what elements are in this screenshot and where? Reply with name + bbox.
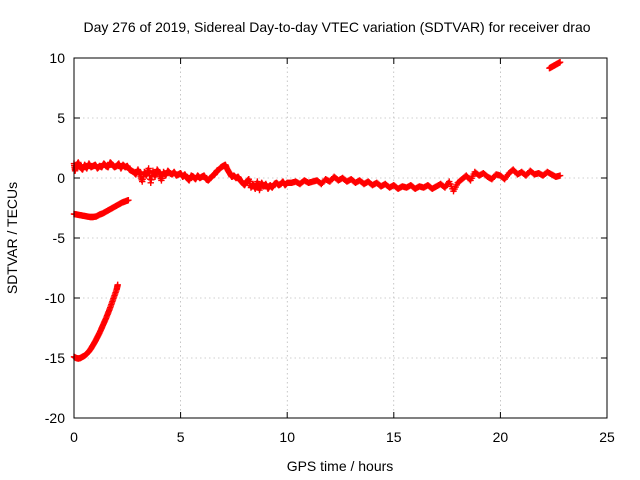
data-point	[114, 281, 121, 288]
x-tick-label: 5	[177, 429, 185, 445]
y-tick-label: -5	[53, 230, 66, 246]
x-tick-label: 15	[386, 429, 402, 445]
series-lower-arc	[70, 197, 132, 221]
series-main	[70, 159, 564, 195]
chart-title: Day 276 of 2019, Sidereal Day-to-day VTE…	[83, 19, 590, 35]
data-points-layer	[70, 59, 564, 362]
y-tick-label: 10	[49, 50, 65, 66]
data-point	[125, 197, 132, 204]
series-steep-rise	[70, 281, 121, 362]
y-tick-label: -20	[45, 410, 65, 426]
grid-layer	[74, 58, 607, 418]
data-point	[556, 172, 564, 179]
series-upper-short	[546, 59, 564, 72]
y-tick-label: -15	[45, 350, 65, 366]
x-tick-label: 25	[599, 429, 615, 445]
y-tick-label: 0	[57, 170, 65, 186]
tick-layer: 0 5 10 15 20 25 -20 -15 -10 -5 0 5 10	[45, 50, 615, 445]
data-point	[556, 59, 564, 66]
x-tick-label: 0	[70, 429, 78, 445]
y-tick-label: 5	[57, 110, 65, 126]
x-tick-label: 20	[493, 429, 509, 445]
x-axis-label: GPS time / hours	[287, 458, 394, 474]
x-tick-label: 10	[279, 429, 295, 445]
y-tick-label: -10	[45, 290, 65, 306]
y-axis-label: SDTVAR / TECUs	[4, 182, 20, 294]
plot-frame	[73, 57, 608, 419]
